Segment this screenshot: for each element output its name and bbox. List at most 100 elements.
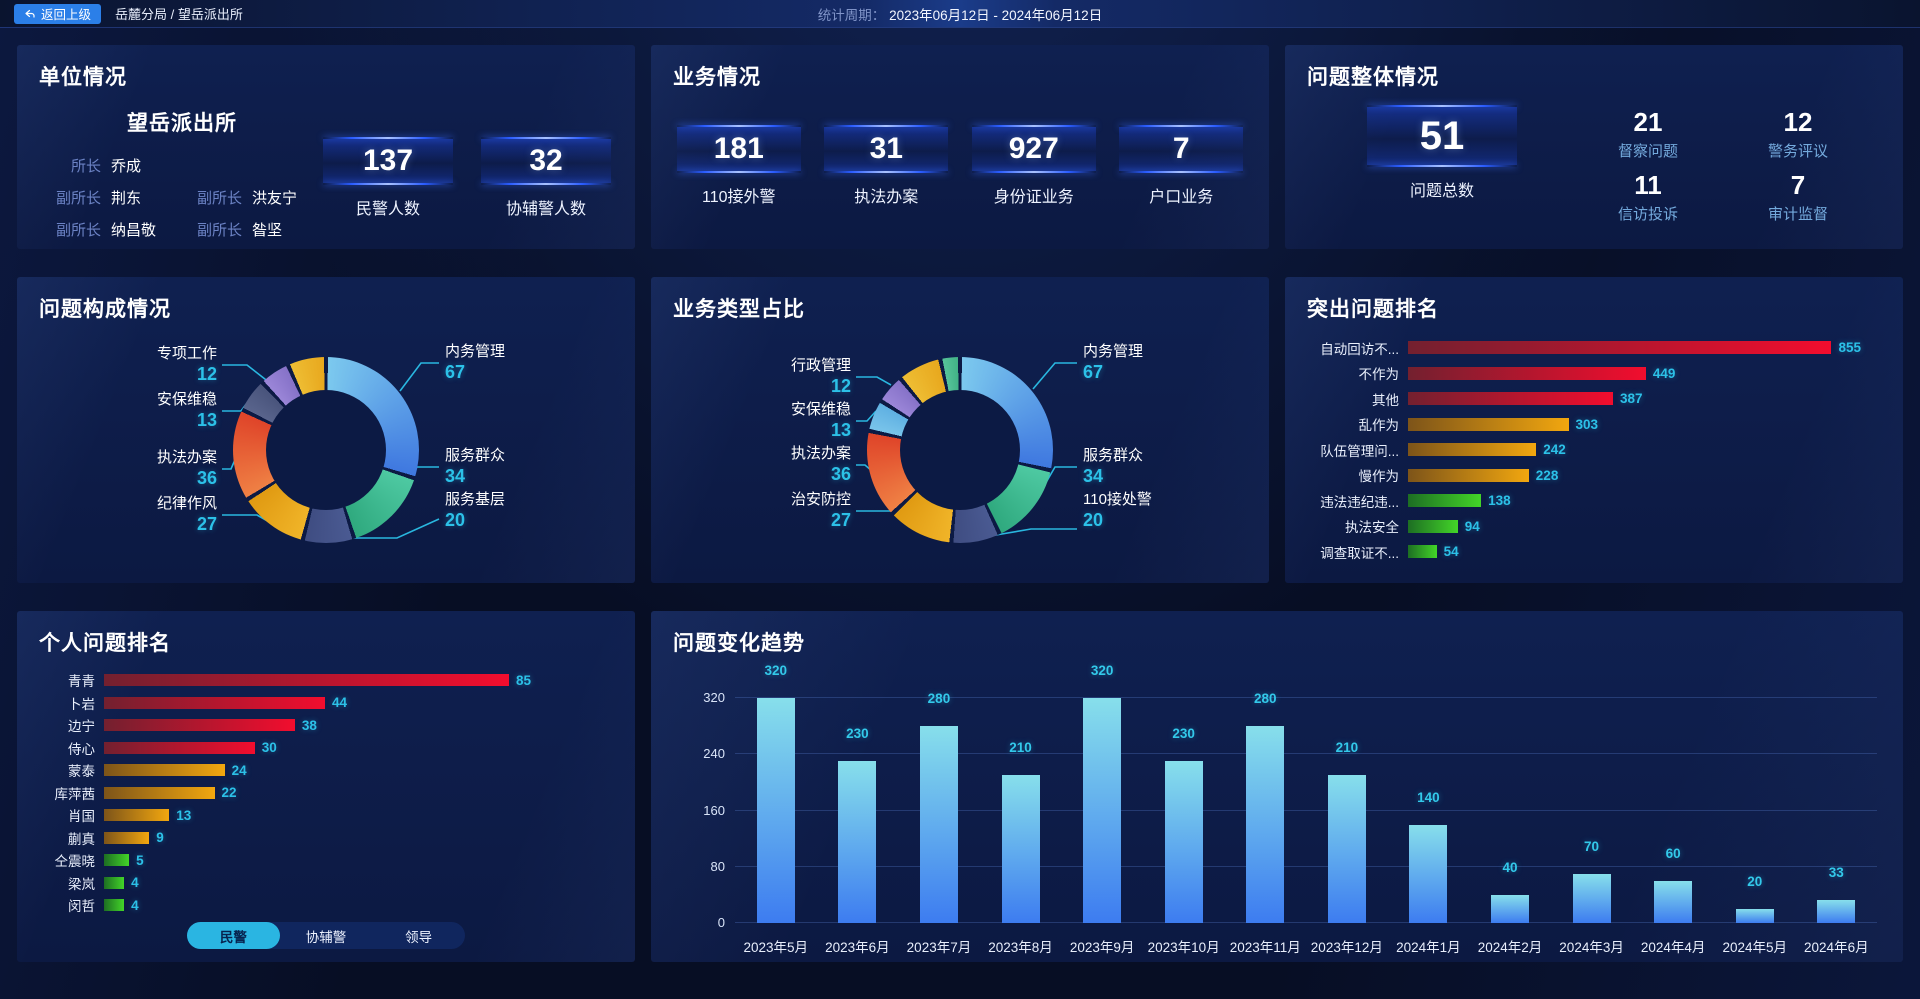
stat-value: 137 xyxy=(323,139,453,183)
callout-110-dispatch: 110接处警 20 xyxy=(1083,491,1152,530)
bar-track: 303 xyxy=(1408,417,1861,432)
callout-internal-affairs: 内务管理 67 xyxy=(445,343,506,382)
stat-id-card-business: 927 身份证业务 xyxy=(971,125,1096,207)
bar[interactable] xyxy=(104,854,130,867)
stat-value: 12 xyxy=(1783,107,1813,137)
bar[interactable] xyxy=(1001,775,1040,923)
bar[interactable] xyxy=(1572,873,1611,923)
bar-value: 230 xyxy=(846,726,869,742)
bar[interactable] xyxy=(1490,894,1529,923)
stat-value: 7 xyxy=(1119,127,1244,171)
bar[interactable] xyxy=(104,786,215,799)
bar[interactable] xyxy=(1409,824,1448,923)
bar[interactable] xyxy=(838,761,877,923)
bar-value: 138 xyxy=(1488,493,1511,509)
bar-slot: 280 2023年11月 xyxy=(1224,691,1306,957)
gridline xyxy=(735,697,1877,698)
leader-item: 副所长 纳昌敬 xyxy=(41,219,182,240)
bar[interactable] xyxy=(1083,698,1122,923)
stat-household-business: 7 户口业务 xyxy=(1119,125,1244,207)
bar[interactable] xyxy=(1408,494,1482,508)
bar[interactable] xyxy=(756,698,795,923)
bar-row: 蒯真 9 xyxy=(17,827,635,850)
leader-name: 洪友宁 xyxy=(252,190,298,207)
bar-category-label: 队伍管理问... xyxy=(1320,443,1399,459)
bar-value: 210 xyxy=(1009,740,1032,756)
bar-category-label: 乱作为 xyxy=(1358,418,1400,434)
tab-lingdao[interactable]: 领导 xyxy=(405,929,433,945)
x-axis-label: 2024年2月 xyxy=(1477,940,1543,955)
bar[interactable] xyxy=(1654,880,1693,923)
bar[interactable] xyxy=(1408,443,1537,457)
bar[interactable] xyxy=(104,876,125,889)
bar[interactable] xyxy=(1246,726,1285,923)
gridline xyxy=(735,922,1877,923)
problem-trend-bar-chart[interactable]: 0 80 160 240 320 320 2023年5月 230 2023年6月 280 2023年… xyxy=(677,659,1885,957)
bar[interactable] xyxy=(1327,775,1366,923)
x-axis-label: 2024年1月 xyxy=(1396,940,1461,955)
bar-value: 210 xyxy=(1335,740,1359,756)
bar-track: 85 xyxy=(104,673,531,688)
stat-label: 身份证业务 xyxy=(993,189,1074,206)
bar[interactable] xyxy=(1408,392,1614,406)
bar-row: 梁岚 4 xyxy=(17,872,635,895)
plaque-glow-line xyxy=(1119,125,1244,127)
tab-xiefujing[interactable]: 协辅警 xyxy=(305,929,347,945)
problem-composition-donut[interactable] xyxy=(233,357,419,543)
bar[interactable] xyxy=(1817,899,1856,923)
back-button[interactable]: 返回上级 xyxy=(14,3,102,24)
bar[interactable] xyxy=(104,719,295,732)
bar-slot: 280 2023年7月 xyxy=(898,691,980,957)
personnel-type-tabs: 民警 协辅警 领导 xyxy=(187,922,465,949)
bar-row: 闵哲 4 xyxy=(17,894,635,917)
stat-inspection-problems: 21 督察问题 xyxy=(1573,107,1723,161)
gridline xyxy=(735,809,1877,811)
plaque-glow-line xyxy=(971,125,1096,127)
bar-row: 蒙泰 24 xyxy=(17,759,635,782)
bar[interactable] xyxy=(104,831,150,844)
bar[interactable] xyxy=(104,764,225,777)
bar[interactable] xyxy=(104,809,170,822)
bar-row: 边宁 38 xyxy=(17,714,635,737)
bar-value: 20 xyxy=(1747,873,1763,889)
bar[interactable] xyxy=(104,741,255,754)
bar-slot: 60 2024年4月 xyxy=(1632,846,1714,957)
bar-value: 280 xyxy=(1253,691,1277,707)
x-axis-label: 2024年3月 xyxy=(1559,940,1624,955)
stat-petition-complaints: 11 信访投诉 xyxy=(1573,170,1723,224)
bar[interactable] xyxy=(1408,468,1529,482)
bar[interactable] xyxy=(1408,519,1458,533)
bar-row: 青青 85 xyxy=(17,669,635,692)
leader-role: 副所长 xyxy=(196,222,242,239)
bar-slot: 320 2023年5月 xyxy=(735,663,817,957)
bar-track: 242 xyxy=(1408,442,1861,457)
business-type-donut[interactable] xyxy=(867,357,1053,543)
bar-category-label: 闵哲 xyxy=(68,899,95,915)
bar[interactable] xyxy=(1408,366,1646,380)
bar[interactable] xyxy=(919,726,958,923)
bar-row: 调查取证不... 54 xyxy=(1285,539,1903,565)
stat-label: 户口业务 xyxy=(1149,189,1214,206)
bar[interactable] xyxy=(1164,761,1203,923)
bar-row: 仝震晓 5 xyxy=(17,849,635,872)
bar[interactable] xyxy=(104,674,509,687)
bar[interactable] xyxy=(1735,908,1774,923)
bar-category-label: 梁岚 xyxy=(68,876,95,892)
bar[interactable] xyxy=(1408,341,1832,355)
y-axis-tick: 160 xyxy=(703,802,725,818)
bar[interactable] xyxy=(104,899,125,912)
prominent-problem-bar-chart: 自动回访不... 855 不作为 449 其他 387 乱作为 303 队伍管理问... 242 慢… xyxy=(1285,335,1903,565)
stat-label: 执法办案 xyxy=(854,189,919,206)
bar[interactable] xyxy=(104,696,326,709)
bar-track: 4 xyxy=(104,875,531,890)
bar-value: 54 xyxy=(1443,544,1459,560)
bar-value: 230 xyxy=(1172,726,1195,742)
bar[interactable] xyxy=(1408,417,1569,431)
bar-value: 70 xyxy=(1584,838,1600,854)
leader-item: 所长 乔成 xyxy=(41,155,182,176)
tab-minjing[interactable]: 民警 xyxy=(187,922,280,949)
bar-slot: 230 2023年6月 xyxy=(817,726,899,957)
bar-row: 慢作为 228 xyxy=(1285,463,1903,489)
bar[interactable] xyxy=(1408,545,1437,559)
bar-value: 13 xyxy=(176,807,192,823)
